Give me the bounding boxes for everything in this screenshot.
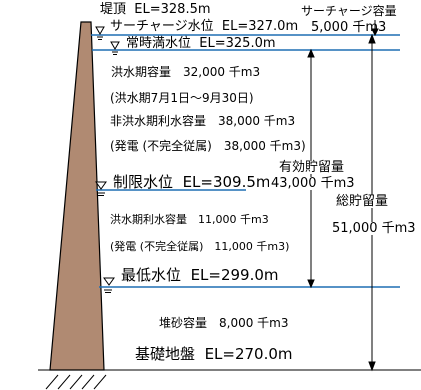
- gross-storage-label: 総貯留量: [334, 194, 391, 209]
- surcharge-capacity-header: サーチャージ容量: [301, 4, 397, 18]
- effective-storage-label: 有効貯留量: [277, 160, 347, 175]
- sediment-capacity: 堆砂容量 8,000 千m3: [159, 316, 289, 330]
- surcharge-level-label: サーチャージ水位 EL=327.0m: [110, 20, 298, 33]
- power-capacity-1: (発電 (不完全従属) 38,000 千m3): [110, 139, 306, 153]
- minimum-level-label: 最低水位 EL=299.0m: [121, 268, 279, 283]
- crest-name: 堤頂: [100, 2, 127, 17]
- flood-season-usable-capacity: 洪水期利水容量 11,000 千m3: [110, 213, 269, 226]
- gross-storage-value: 51,000 千m3: [330, 221, 418, 236]
- surcharge-capacity-value: 5,000 千m3: [311, 20, 387, 35]
- normal-full-name: 常時満水位: [126, 36, 192, 51]
- non-flood-usable-capacity: 非洪水期利水容量 38,000 千m3: [110, 114, 296, 128]
- normal-full-level-label: 常時満水位 EL=325.0m: [126, 37, 276, 50]
- minimum-name: 最低水位: [121, 266, 182, 284]
- dam-body: [49, 21, 105, 371]
- crest-level-label: 堤頂 EL=328.5m: [100, 3, 211, 16]
- ground-hatching: [45, 374, 107, 390]
- power-capacity-2: (発電 (不完全従属) 11,000 千m3): [110, 240, 290, 253]
- foundation-name: 基礎地盤: [135, 345, 196, 363]
- crest-value: EL=328.5m: [134, 2, 211, 17]
- flood-season-period: (洪水期7月1日～9月30日): [110, 91, 254, 105]
- flood-season-capacity: 洪水期容量 32,000 千m3: [111, 65, 261, 79]
- surcharge-name: サーチャージ水位: [110, 19, 214, 34]
- restricted-value: EL=309.5m: [182, 173, 271, 191]
- effective-storage-value: 43,000 千m3: [269, 176, 357, 191]
- normal-full-value: EL=325.0m: [199, 36, 276, 51]
- surcharge-value: EL=327.0m: [221, 19, 299, 34]
- restricted-name: 制限水位: [113, 173, 174, 191]
- restricted-level-label: 制限水位 EL=309.5m: [113, 175, 271, 190]
- foundation-level-label: 基礎地盤 EL=270.0m: [135, 347, 293, 362]
- water-level-markers: [95, 26, 120, 293]
- minimum-value: EL=299.0m: [190, 266, 279, 284]
- foundation-value: EL=270.0m: [204, 345, 293, 363]
